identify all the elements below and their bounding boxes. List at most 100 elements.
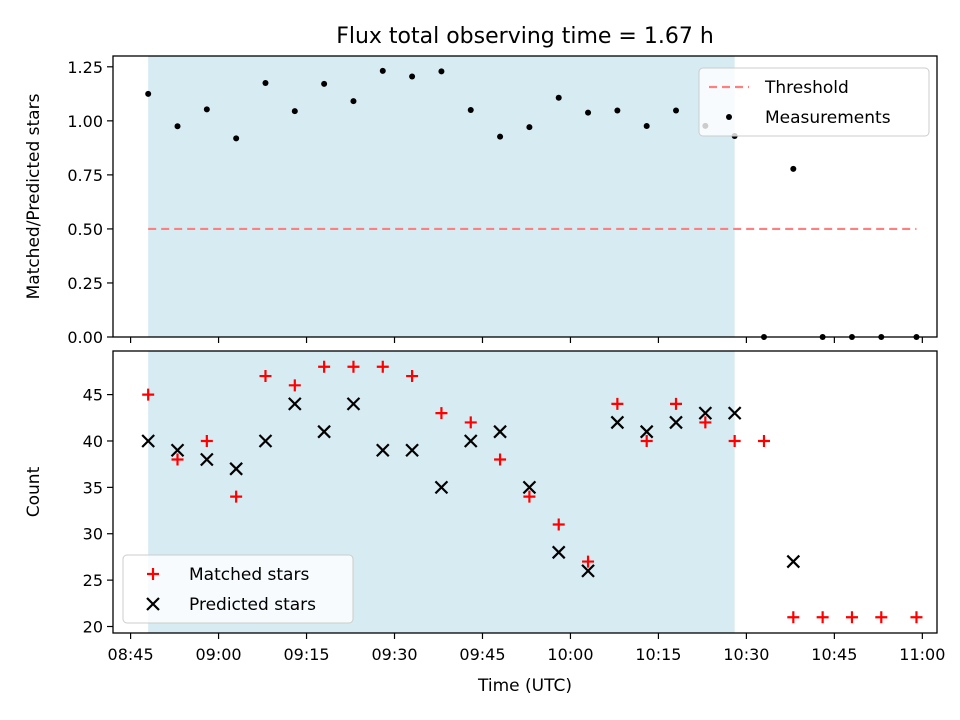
data-point: [376, 443, 390, 458]
series-1: [145, 67, 920, 340]
data-point: [464, 416, 477, 429]
data-point: [610, 415, 625, 430]
data-point: [406, 370, 419, 383]
data-point: [727, 406, 742, 420]
data-point: [611, 397, 624, 410]
data-point: [585, 109, 592, 116]
legend-marker: [726, 114, 732, 120]
y-tick-label: 0.00: [67, 328, 103, 347]
data-point: [787, 611, 800, 624]
y-tick-label: 1.00: [67, 112, 103, 131]
chart-title: Flux total observing time = 1.67 h: [336, 24, 714, 49]
data-point: [321, 80, 328, 87]
data-point: [379, 67, 386, 74]
data-point: [757, 434, 770, 447]
data-point: [435, 407, 448, 420]
x-tick-label: 09:00: [196, 645, 242, 664]
data-point: [581, 564, 595, 578]
data-point: [639, 424, 654, 439]
y-tick-label: 40: [83, 432, 103, 451]
data-point: [141, 434, 155, 448]
data-point: [288, 397, 302, 411]
legend-marker: [147, 568, 159, 580]
panel-1: 0.00 0.25 0.50 0.75 1.00 1.25 Matched/Predicte…: [24, 55, 938, 347]
y-tick-label: 1.25: [67, 58, 103, 77]
data-point: [640, 434, 653, 447]
data-point: [171, 453, 184, 466]
y-axis-label: Matched/Predicted stars: [24, 93, 44, 299]
legend-box: [698, 67, 930, 137]
data-point: [551, 545, 566, 560]
data-point: [522, 480, 537, 495]
x-tick-label: 09:15: [283, 645, 329, 664]
y-tick-label: 20: [83, 618, 103, 637]
y-tick-label: 0.75: [67, 166, 103, 185]
data-point: [258, 434, 273, 448]
data-point: [875, 611, 888, 624]
panel-2: 08:45 09:00 09:15 09:30 09:45 10:00 10:15 10:30…: [24, 350, 945, 664]
legend-marker: [146, 597, 160, 611]
x-tick-label: 11:00: [899, 645, 945, 664]
data-point: [318, 360, 331, 373]
data-point: [526, 124, 533, 131]
x-tick-label: 10:15: [635, 645, 681, 664]
legend-label: Matched stars: [189, 565, 309, 585]
data-point: [699, 416, 712, 429]
x-tick-label: 09:30: [371, 645, 417, 664]
data-point: [494, 453, 507, 466]
x-tick-label: 10:45: [811, 645, 857, 664]
y-tick-label: 0.25: [67, 274, 103, 293]
data-point: [467, 107, 474, 114]
axes-frame: [112, 55, 938, 338]
data-point: [552, 518, 565, 531]
y-tick-label: 0.50: [67, 220, 103, 239]
x-tick-label: 09:45: [459, 645, 505, 664]
axes-frame: [112, 350, 938, 634]
data-point: [790, 165, 797, 172]
data-point: [405, 443, 419, 458]
series-2: [141, 397, 801, 578]
data-point: [145, 90, 152, 97]
data-point: [200, 434, 213, 447]
data-point: [910, 611, 923, 624]
x-tick-label: 10:30: [723, 645, 769, 664]
data-point: [288, 379, 301, 392]
data-point: [497, 133, 504, 140]
data-point: [376, 360, 389, 373]
data-point: [434, 480, 449, 495]
data-point: [203, 106, 210, 113]
data-point: [669, 415, 683, 430]
data-point: [317, 424, 331, 439]
legend-label: Threshold: [764, 78, 849, 98]
legend-box: [122, 554, 354, 624]
data-point: [438, 68, 445, 75]
y-tick-label: 25: [83, 571, 103, 590]
legend: Matched stars Predicted stars: [122, 554, 354, 624]
y-tick-label: 45: [83, 386, 103, 405]
data-point: [555, 94, 562, 101]
data-point: [786, 554, 801, 569]
data-point: [728, 434, 741, 447]
legend-label: Predicted stars: [189, 595, 316, 615]
data-point: [230, 490, 243, 503]
data-point: [614, 107, 621, 114]
data-point: [142, 388, 155, 401]
data-point: [463, 434, 478, 448]
data-point: [262, 80, 269, 87]
data-point: [259, 370, 272, 383]
x-tick-label: 08:45: [108, 645, 154, 664]
data-point: [347, 360, 360, 373]
observing-span: [148, 56, 735, 337]
data-point: [170, 443, 185, 458]
panels-layer: 0.00 0.25 0.50 0.75 1.00 1.25 Matched/Predicte…: [24, 55, 945, 664]
x-tick-label: 10:00: [547, 645, 593, 664]
data-point: [200, 452, 214, 467]
legend: Threshold Measurements: [698, 67, 930, 137]
data-point: [174, 123, 181, 130]
data-point: [673, 107, 680, 114]
x-axis-label: Time (UTC): [477, 676, 572, 696]
data-point: [643, 123, 650, 130]
data-point: [845, 611, 858, 624]
data-point: [493, 424, 507, 439]
